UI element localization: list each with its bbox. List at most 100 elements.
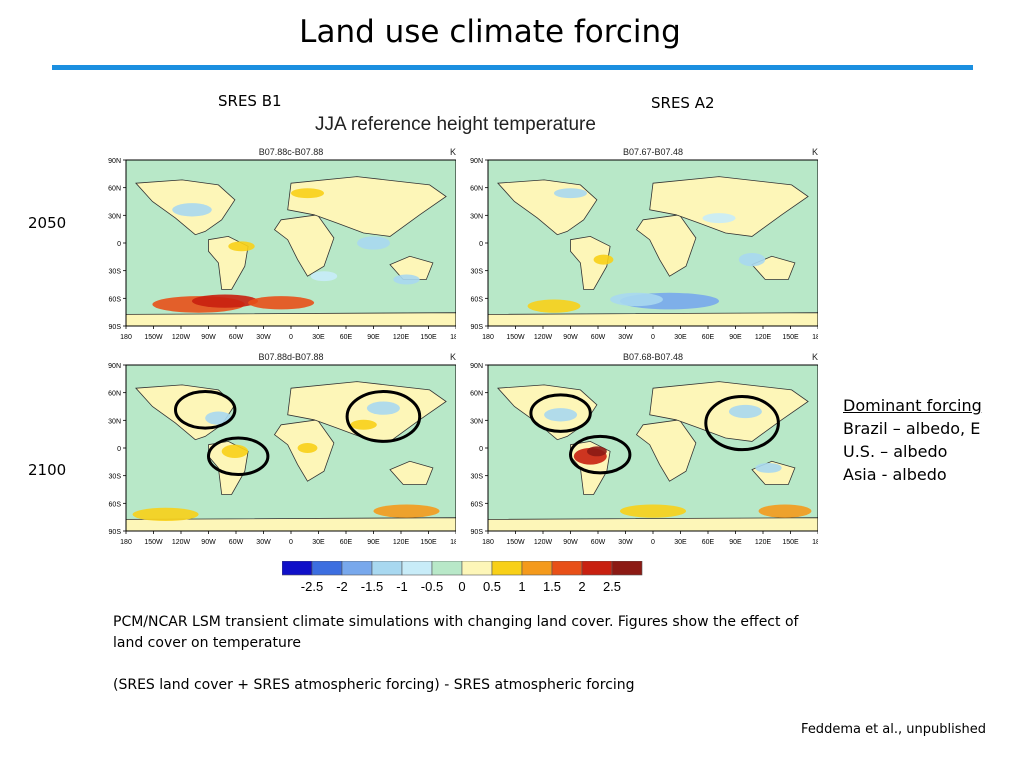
x-tick-label: 60E: [340, 334, 353, 341]
x-tick-label: 90E: [729, 334, 742, 341]
map-svg: B07.88c-B07.88 K 90N 60N 30N 0 30S 60S 90S 180 150…: [108, 147, 462, 341]
colorbar-label: -2: [336, 579, 348, 594]
x-tick-label: 30W: [256, 334, 271, 341]
panel-unit: K: [450, 147, 456, 157]
x-tick-label: 180: [120, 334, 132, 341]
continent-outline: [635, 214, 697, 277]
x-tick-label: 120E: [755, 334, 772, 341]
y-tick-label: 90N: [470, 158, 483, 165]
colorbar-label: 1: [518, 579, 525, 594]
x-tick-label: 180: [482, 334, 494, 341]
colorbar-swatch: [461, 560, 493, 576]
figure-title: JJA reference height temperature: [315, 114, 596, 135]
x-tick-label: 60W: [229, 334, 244, 341]
y-tick-label: 30N: [108, 213, 121, 220]
panel-subtitle: B07.68-B07.48: [623, 352, 683, 362]
panel-unit: K: [812, 147, 818, 157]
anomaly-region: [248, 296, 315, 310]
anomaly-region: [373, 504, 440, 518]
x-tick-label: 60W: [229, 539, 244, 546]
colorbar-label: -1.5: [361, 579, 383, 594]
column-label-b1: SRES B1: [218, 92, 282, 110]
x-tick-label: 120W: [172, 334, 191, 341]
x-tick-label: 60E: [702, 539, 715, 546]
colorbar-svg: -2.5 -2 -1.5 -1 -0.5 0 0.5 1 1.5 2 2.5: [281, 560, 643, 594]
y-tick-label: 30S: [471, 269, 484, 276]
highlight-circle: [569, 434, 632, 475]
x-tick-label: 30E: [312, 539, 325, 546]
continent-outline: [287, 176, 447, 237]
map-svg: B07.88d-B07.88 K 90N 60N 30N 0 30S 60S 90S 180 150…: [108, 352, 462, 546]
forcing-asia: Asia - albedo: [843, 465, 947, 484]
y-tick-label: 60S: [471, 296, 484, 303]
colorbar-label: -1: [396, 579, 408, 594]
x-tick-label: 30W: [618, 539, 633, 546]
x-tick-label: 180: [450, 334, 456, 341]
x-tick-label: 120E: [393, 539, 410, 546]
anomaly-region: [297, 443, 318, 453]
y-tick-label: 0: [117, 446, 121, 453]
x-tick-label: 0: [289, 539, 293, 546]
anomaly-region: [527, 299, 581, 313]
caption-line-2: (SRES land cover + SRES atmospheric forc…: [113, 677, 635, 693]
continent-outline: [570, 235, 611, 290]
anomaly-region: [228, 241, 255, 252]
forcing-us: U.S. – albedo: [843, 442, 948, 461]
continent-outline: [273, 214, 335, 277]
x-tick-label: 30W: [618, 334, 633, 341]
y-tick-label: 90N: [470, 363, 483, 370]
x-tick-label: 150E: [420, 539, 437, 546]
y-tick-label: 30S: [109, 474, 122, 481]
colorbar-swatch: [341, 560, 373, 576]
colorbar-label: -0.5: [421, 579, 443, 594]
x-tick-label: 90E: [367, 539, 380, 546]
colorbar-swatch: [491, 560, 523, 576]
x-tick-label: 180: [482, 539, 494, 546]
x-tick-label: 30E: [674, 334, 687, 341]
anomaly-region: [172, 203, 212, 217]
continent-outline: [487, 517, 819, 532]
x-tick-label: 60E: [340, 539, 353, 546]
x-tick-label: 60W: [591, 539, 606, 546]
anomaly-region: [350, 419, 377, 430]
y-tick-label: 60S: [471, 501, 484, 508]
column-label-a2: SRES A2: [651, 94, 715, 112]
x-tick-label: 30E: [312, 334, 325, 341]
anomaly-region: [221, 444, 249, 458]
panel-unit: K: [812, 352, 818, 362]
y-tick-label: 30N: [470, 213, 483, 220]
y-tick-label: 90S: [471, 529, 484, 536]
highlight-circle: [174, 390, 237, 430]
x-tick-label: 120E: [393, 334, 410, 341]
continent-outline: [135, 384, 236, 441]
x-tick-label: 0: [651, 539, 655, 546]
anomaly-region: [728, 404, 762, 419]
colorbar-swatch: [401, 560, 433, 576]
row-label-2100: 2100: [28, 461, 67, 479]
row-label-2050: 2050: [28, 214, 67, 232]
continent-outline: [389, 460, 434, 485]
colorbar-swatch: [431, 560, 463, 576]
dominant-forcing-heading: Dominant forcing: [843, 396, 982, 415]
highlight-circle: [345, 390, 422, 443]
x-tick-label: 90W: [563, 334, 578, 341]
x-tick-label: 60W: [591, 334, 606, 341]
continent-outline: [487, 312, 819, 327]
highlight-circle: [704, 395, 780, 452]
x-tick-label: 180: [120, 539, 132, 546]
x-tick-label: 90E: [367, 334, 380, 341]
x-tick-label: 90E: [729, 539, 742, 546]
colorbar-label: -2.5: [301, 579, 323, 594]
colorbar-swatch: [521, 560, 553, 576]
continent-outline: [635, 419, 697, 482]
x-tick-label: 150W: [506, 334, 525, 341]
y-tick-label: 90S: [109, 324, 122, 331]
x-tick-label: 150E: [782, 539, 799, 546]
x-tick-label: 120W: [534, 334, 553, 341]
y-tick-label: 0: [479, 241, 483, 248]
anomaly-region: [554, 188, 587, 199]
x-tick-label: 30E: [674, 539, 687, 546]
colorbar-swatch: [551, 560, 583, 576]
forcing-brazil: Brazil – albedo, E: [843, 419, 981, 438]
dominant-forcing-note: Dominant forcing Brazil – albedo, E U.S.…: [843, 394, 982, 486]
